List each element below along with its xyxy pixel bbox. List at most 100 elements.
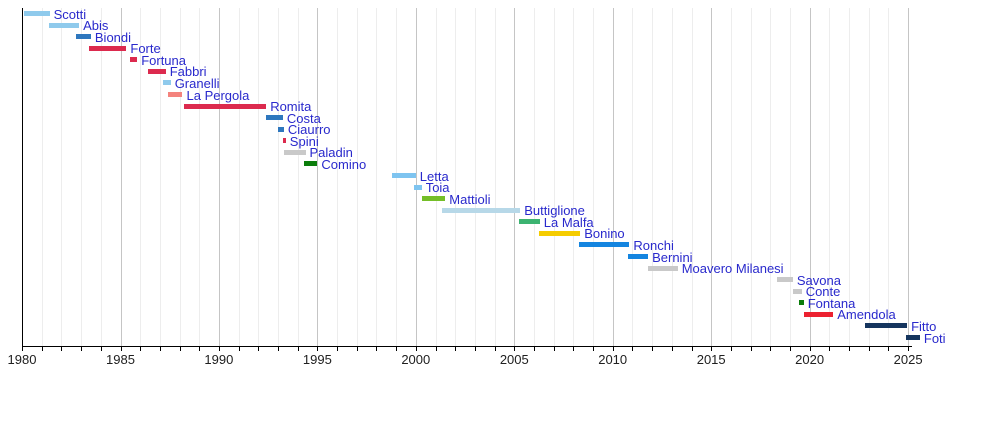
gridline-2002 xyxy=(455,8,457,346)
x-axis-tick-1996 xyxy=(337,347,338,351)
timeline-bar-mattioli xyxy=(421,196,446,202)
minister-label-la-malfa[interactable]: La Malfa xyxy=(543,214,594,230)
x-axis-tick-2015 xyxy=(711,347,713,351)
timeline-bar-ronchi xyxy=(579,242,630,248)
timeline-bar-fortuna xyxy=(130,57,138,63)
gridline-1982 xyxy=(61,8,63,346)
gridline-1997 xyxy=(356,8,358,346)
minister-label-conte[interactable]: Conte xyxy=(805,284,841,300)
gridline-2024 xyxy=(888,8,890,346)
timeline-bar-la-pergola xyxy=(167,92,183,97)
x-axis-tick-2013 xyxy=(671,347,673,351)
gridline-2016 xyxy=(730,8,732,346)
minister-label-fitto[interactable]: Fitto xyxy=(911,318,937,334)
x-axis-tick-1987 xyxy=(159,347,161,351)
x-axis-tick-1982 xyxy=(61,347,63,351)
minister-label-ronchi[interactable]: Ronchi xyxy=(633,237,674,253)
x-axis-tick-2014 xyxy=(691,347,693,351)
timeline-bar-bonino xyxy=(538,230,581,236)
minister-label-amendola[interactable]: Amendola xyxy=(837,307,896,323)
minister-label-moavero-milanesi[interactable]: Moavero Milanesi xyxy=(681,261,784,276)
timeline-bar-bernini xyxy=(627,254,649,259)
gridline-2005 xyxy=(514,8,516,346)
minister-label-fabbri[interactable]: Fabbri xyxy=(169,64,207,80)
minister-label-la-pergola[interactable]: La Pergola xyxy=(186,87,250,103)
x-axis-tick-1985 xyxy=(120,347,122,351)
x-axis-tick-2011 xyxy=(632,347,634,351)
minister-label-bernini[interactable]: Bernini xyxy=(652,249,693,265)
minister-label-granelli[interactable]: Granelli xyxy=(174,75,220,91)
timeline-bar-fabbri xyxy=(148,68,166,74)
timeline-bar-moavero-milanesi xyxy=(648,265,678,271)
x-axis-tick-2003 xyxy=(474,347,476,351)
x-axis-tick-2006 xyxy=(533,347,535,351)
gridline-1988 xyxy=(179,8,181,346)
x-axis-tick-2005 xyxy=(514,347,516,351)
x-axis-tick-2010 xyxy=(612,347,614,351)
gridline-1998 xyxy=(376,8,378,346)
gridline-2009 xyxy=(593,8,594,346)
minister-label-savona[interactable]: Savona xyxy=(796,272,841,288)
gridline-2020 xyxy=(809,8,811,346)
minister-label-costa[interactable]: Costa xyxy=(286,110,321,126)
timeline-bar-spini xyxy=(282,138,286,144)
x-axis-tick-2025 xyxy=(908,347,910,351)
gridline-1996 xyxy=(337,8,338,346)
x-axis-tick-2007 xyxy=(553,347,555,351)
x-axis-tick-2000 xyxy=(415,347,417,351)
minister-label-foti[interactable]: Foti xyxy=(923,330,946,346)
x-axis-tick-2017 xyxy=(750,347,752,351)
x-axis-line xyxy=(22,346,912,347)
gridline-2008 xyxy=(573,8,575,346)
gridline-1991 xyxy=(238,8,240,346)
x-axis-tick-1990 xyxy=(218,347,220,351)
minister-label-comino[interactable]: Comino xyxy=(321,156,367,172)
minister-label-paladin[interactable]: Paladin xyxy=(309,145,353,161)
x-axis-tick-2016 xyxy=(730,347,732,351)
minister-label-scotti[interactable]: Scotti xyxy=(53,6,87,22)
timeline-bar-la-malfa xyxy=(519,219,540,225)
minister-label-abis[interactable]: Abis xyxy=(83,18,109,34)
x-axis-tick-2009 xyxy=(593,347,594,351)
minister-label-bonino[interactable]: Bonino xyxy=(584,226,625,242)
minister-label-forte[interactable]: Forte xyxy=(130,41,161,57)
timeline-bar-savona xyxy=(777,277,793,283)
gridline-2007 xyxy=(553,8,555,346)
x-axis-tick-2020 xyxy=(809,347,811,351)
timeline-bar-paladin xyxy=(283,149,306,155)
minister-label-fontana[interactable]: Fontana xyxy=(807,295,856,311)
minister-label-buttiglione[interactable]: Buttiglione xyxy=(524,203,585,219)
x-axis-tick-1980 xyxy=(22,347,23,351)
x-axis-tick-1991 xyxy=(238,347,240,351)
gridline-2011 xyxy=(632,8,634,346)
gridline-2017 xyxy=(750,8,752,346)
gridline-2014 xyxy=(691,8,693,346)
gridline-2018 xyxy=(770,8,772,346)
gridline-1985 xyxy=(120,8,122,346)
timeline-bar-buttiglione xyxy=(442,207,521,213)
x-axis-tick-2022 xyxy=(849,347,850,351)
minister-label-toia[interactable]: Toia xyxy=(425,180,450,196)
x-axis-label-1985: 1985 xyxy=(106,352,135,367)
x-axis-tick-2023 xyxy=(868,347,870,351)
minister-label-ciaurro[interactable]: Ciaurro xyxy=(287,122,331,138)
timeline-bar-amendola xyxy=(803,311,834,317)
timeline-bar-comino xyxy=(303,161,318,167)
timeline-bar-abis xyxy=(48,22,80,28)
minister-label-mattioli[interactable]: Mattioli xyxy=(449,191,491,207)
y-axis-line xyxy=(22,8,23,347)
gridline-2025 xyxy=(908,8,910,346)
minister-label-biondi[interactable]: Biondi xyxy=(94,29,132,45)
x-axis-label-1995: 1995 xyxy=(302,352,332,367)
gridline-1983 xyxy=(81,8,83,346)
gridline-1984 xyxy=(100,8,102,346)
minister-label-romita[interactable]: Romita xyxy=(270,99,312,115)
timeline-bar-scotti xyxy=(24,11,50,16)
minister-label-spini[interactable]: Spini xyxy=(289,133,319,149)
gridline-1995 xyxy=(317,8,319,346)
minister-label-letta[interactable]: Letta xyxy=(419,168,449,184)
x-axis-tick-2024 xyxy=(888,347,890,351)
minister-label-fortuna[interactable]: Fortuna xyxy=(141,52,186,68)
x-axis-tick-1993 xyxy=(278,347,279,351)
timeline-bar-foti xyxy=(906,335,920,340)
